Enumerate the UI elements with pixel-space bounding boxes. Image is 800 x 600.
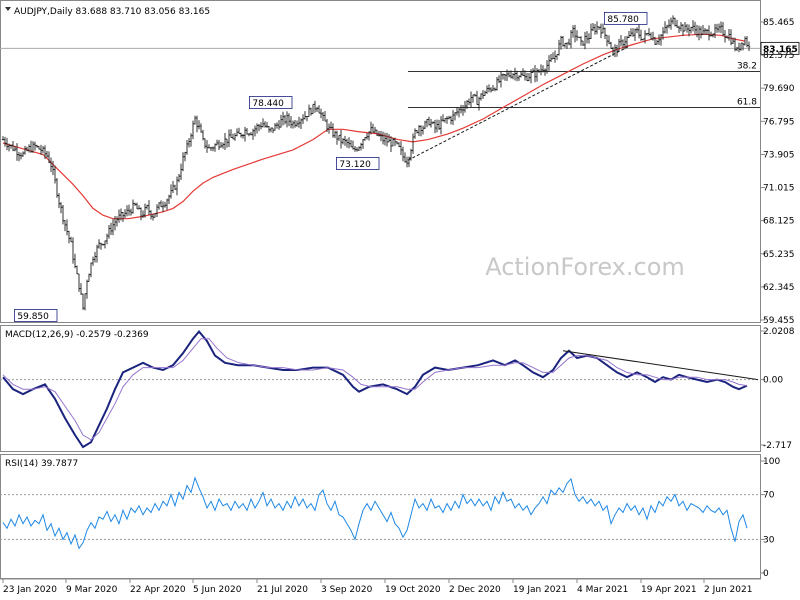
- fib-label: 61.8: [737, 98, 757, 108]
- price-label-box: [604, 11, 648, 25]
- price-trendline: [407, 46, 629, 161]
- x-tick-label: 19 Apr 2021: [641, 585, 697, 595]
- x-axis: 23 Jan 2020 9 Mar 2020 22 Apr 2020 5 Jun 20…: [2, 579, 752, 595]
- trendline: [407, 46, 629, 161]
- y-tick-label: 100: [763, 457, 780, 467]
- x-tick-label: 9 Mar 2020: [66, 585, 118, 595]
- price-annotations: 85.780 78.440 73.120 59.850: [13, 11, 648, 322]
- price-label: 59.850: [17, 312, 49, 322]
- x-tick-label: 21 Jul 2020: [257, 585, 308, 595]
- y-tick-label: 2.0208: [763, 327, 795, 337]
- y-tick-label: 70: [763, 491, 775, 501]
- y-tick-label: 85.465: [763, 18, 795, 28]
- moving-average-line: [2, 33, 746, 220]
- y-tick-label: 76.795: [763, 117, 795, 127]
- last-price-tag: [760, 41, 800, 55]
- y-tick-label: -2.717: [763, 441, 792, 451]
- price-header: AUDJPY,Daily 83.688 83.710 83.056 83.165: [5, 7, 210, 17]
- y-tick-label: 79.690: [763, 84, 795, 94]
- rsi-levels: [0, 494, 760, 540]
- macd-title: MACD(12,26,9) -0.2579 -0.2369: [5, 330, 149, 340]
- macd-y-axis: 2.0208 0.00 -2.717: [761, 327, 795, 451]
- x-tick-label: 2 Dec 2020: [449, 585, 501, 595]
- dropdown-arrow-icon: [5, 7, 11, 11]
- macd-panel-frame: [0, 325, 761, 452]
- price-y-axis: 85.465 82.575 79.690 76.795 73.905 71.015 68.1…: [761, 18, 795, 326]
- moving-average: [2, 33, 746, 220]
- price-label: 85.780: [607, 15, 639, 25]
- y-tick-label: 59.455: [763, 316, 795, 326]
- rsi-line: [2, 476, 748, 550]
- x-tick-label: 23 Jan 2020: [3, 585, 57, 595]
- y-tick-label: 82.575: [763, 51, 795, 61]
- y-tick-label: 0: [763, 569, 769, 579]
- rsi-y-axis: 100 70 30 0: [761, 457, 780, 579]
- y-tick-label: 30: [763, 535, 775, 545]
- signal-line: [2, 338, 748, 441]
- x-tick-label: 22 Apr 2020: [130, 585, 186, 595]
- y-tick-label: 73.905: [763, 150, 795, 160]
- price-label-box: [335, 157, 380, 170]
- macd-line: [2, 329, 748, 449]
- macd-lines: [2, 329, 748, 449]
- y-tick-label: 68.125: [763, 217, 795, 227]
- y-tick-label: 71.015: [763, 184, 795, 194]
- price-label: 78.440: [252, 99, 284, 109]
- x-tick-label: 4 Mar 2021: [577, 585, 628, 595]
- fibonacci-levels: 38.2 61.8: [408, 61, 760, 109]
- watermark: ActionForex.com: [485, 253, 685, 281]
- y-tick-label: 65.235: [763, 250, 795, 260]
- price-bars: [1, 15, 751, 311]
- last-price-label: 83.165: [763, 45, 798, 55]
- x-tick-label: 19 Oct 2020: [385, 585, 441, 595]
- rsi-title: RSI(14) 39.7877: [5, 459, 78, 469]
- macd-trendline: [562, 350, 759, 381]
- macd-trendline: [562, 350, 759, 381]
- y-tick-label: 62.345: [763, 283, 795, 293]
- price-label: 73.120: [339, 160, 371, 170]
- price-label-box: [248, 96, 293, 109]
- price-label-box: [13, 309, 58, 322]
- rsi-series-line: [2, 476, 748, 550]
- x-tick-label: 5 Jun 2020: [193, 585, 242, 595]
- x-tick-label: 2 Jun 2021: [704, 585, 752, 595]
- x-tick-label: 3 Sep 2020: [321, 585, 373, 595]
- x-tick-label: 19 Jan 2021: [513, 585, 567, 595]
- last-price-line: 83.165: [0, 41, 800, 55]
- price-panel-frame: [0, 0, 761, 323]
- price-title: AUDJPY,Daily 83.688 83.710 83.056 83.165: [14, 7, 210, 17]
- y-tick-label: 0.00: [763, 376, 783, 386]
- fib-label: 38.2: [737, 61, 757, 71]
